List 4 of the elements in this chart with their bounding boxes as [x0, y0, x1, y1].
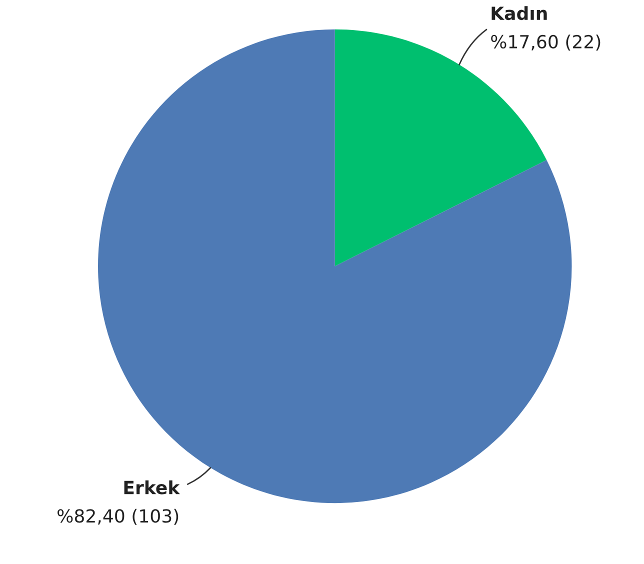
- data-label: %82,40 (103): [58, 508, 178, 525]
- slice-label: Kadın: [492, 6, 547, 20]
- slice-label: Erkek: [124, 480, 180, 494]
- data-label: %17,60 (22): [491, 34, 600, 51]
